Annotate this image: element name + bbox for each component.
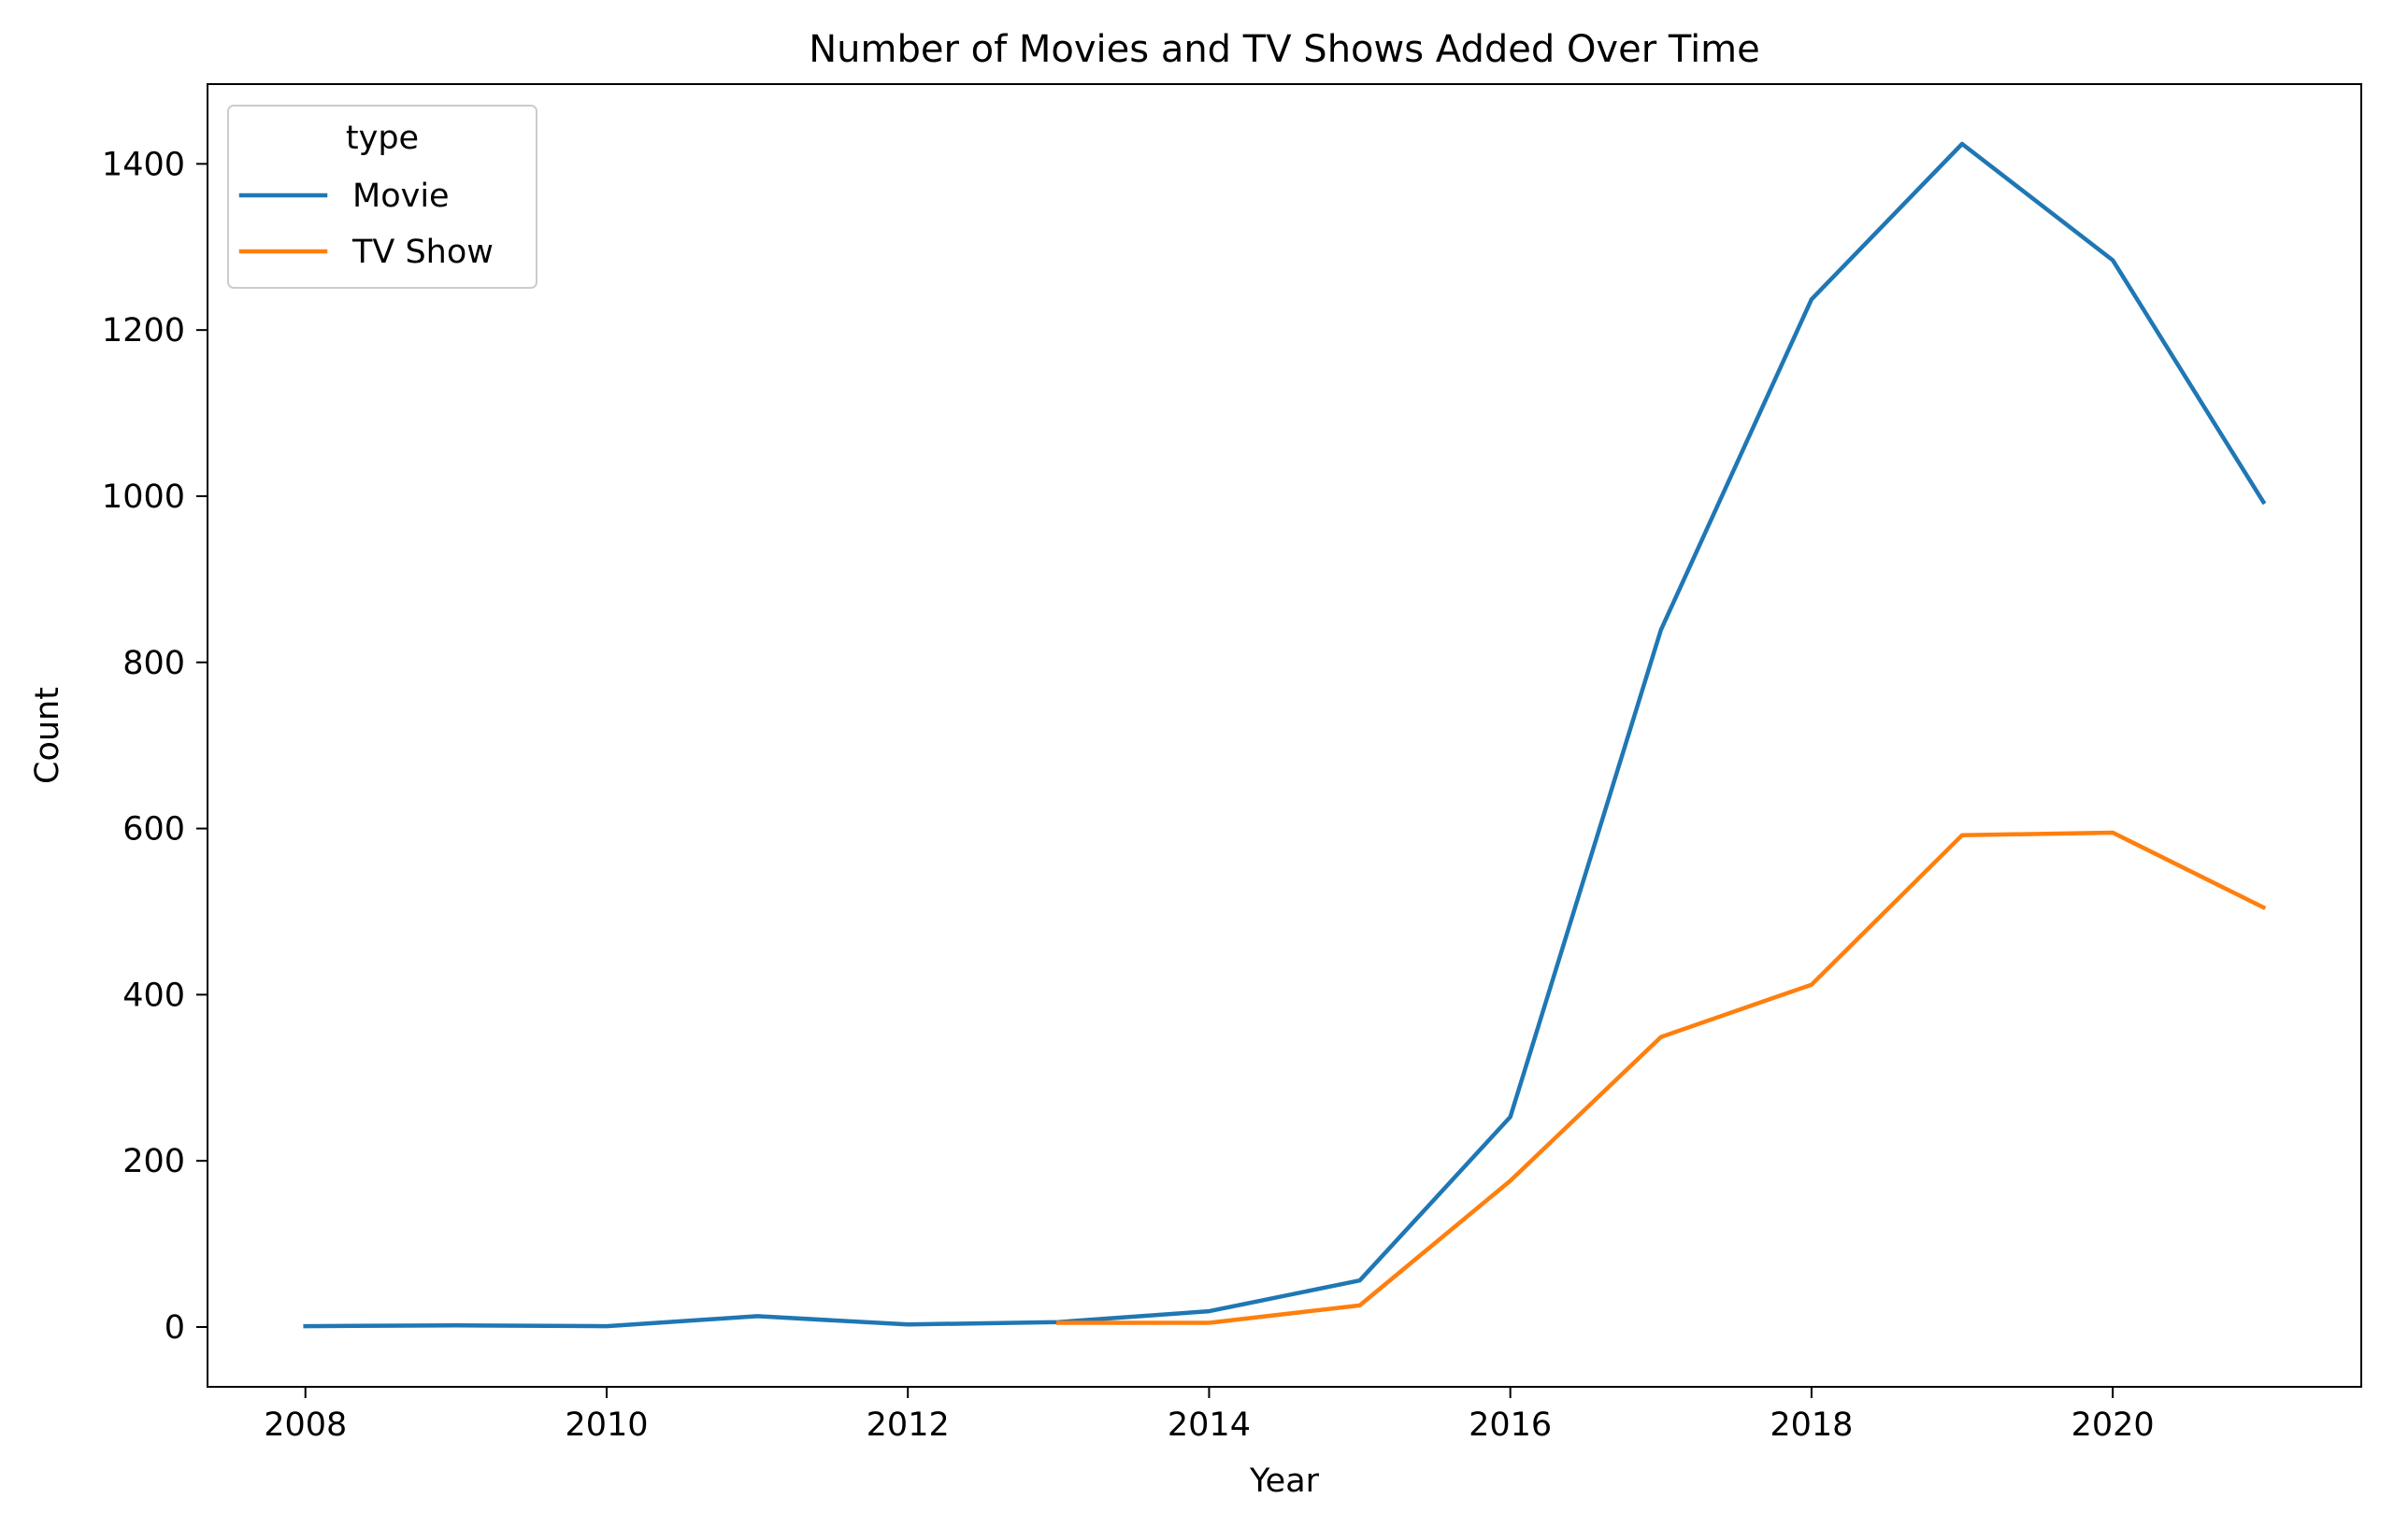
- y-tick-label: 800: [122, 645, 185, 682]
- y-axis: 0 200 400 600 800 1000 1200 1400: [102, 146, 208, 1347]
- chart-title: Number of Movies and TV Shows Added Over…: [809, 28, 1760, 71]
- y-tick-label: 200: [122, 1143, 185, 1180]
- x-tick-label: 2020: [2071, 1406, 2155, 1444]
- legend-item-movie: Movie: [238, 178, 450, 215]
- y-tick-label: 400: [122, 977, 185, 1014]
- series-line-tv-show: [1056, 830, 2267, 1325]
- legend-title: type: [346, 120, 419, 157]
- y-tick-label: 1400: [102, 146, 185, 183]
- x-tick-label: 2018: [1770, 1406, 1853, 1444]
- y-tick-label: 1000: [102, 478, 185, 516]
- series-layer: [303, 141, 2267, 1329]
- legend-box: [227, 105, 538, 289]
- y-tick-label: 0: [165, 1309, 185, 1347]
- legend-item-tv-show: TV Show: [238, 234, 494, 271]
- legend: type Movie TV Show: [227, 105, 538, 289]
- y-tick-label: 1200: [102, 312, 185, 350]
- plot-area: [207, 83, 2362, 1388]
- x-tick-label: 2016: [1469, 1406, 1552, 1444]
- x-axis-label: Year: [1249, 1463, 1320, 1500]
- axes-frame: [207, 83, 2362, 1388]
- series-line-movie: [303, 141, 2267, 1329]
- x-tick-label: 2008: [264, 1406, 347, 1444]
- legend-label: TV Show: [351, 234, 494, 271]
- y-tick-label: 600: [122, 811, 185, 849]
- legend-label: Movie: [352, 178, 450, 215]
- x-tick-label: 2014: [1168, 1406, 1251, 1444]
- y-axis-label: Count: [29, 687, 66, 784]
- x-tick-label: 2010: [565, 1406, 648, 1444]
- x-axis: 2008 2010 2012 2014 2016 2018 2020: [264, 1387, 2155, 1444]
- legend-items: Movie TV Show: [238, 178, 494, 271]
- x-tick-label: 2012: [867, 1406, 950, 1444]
